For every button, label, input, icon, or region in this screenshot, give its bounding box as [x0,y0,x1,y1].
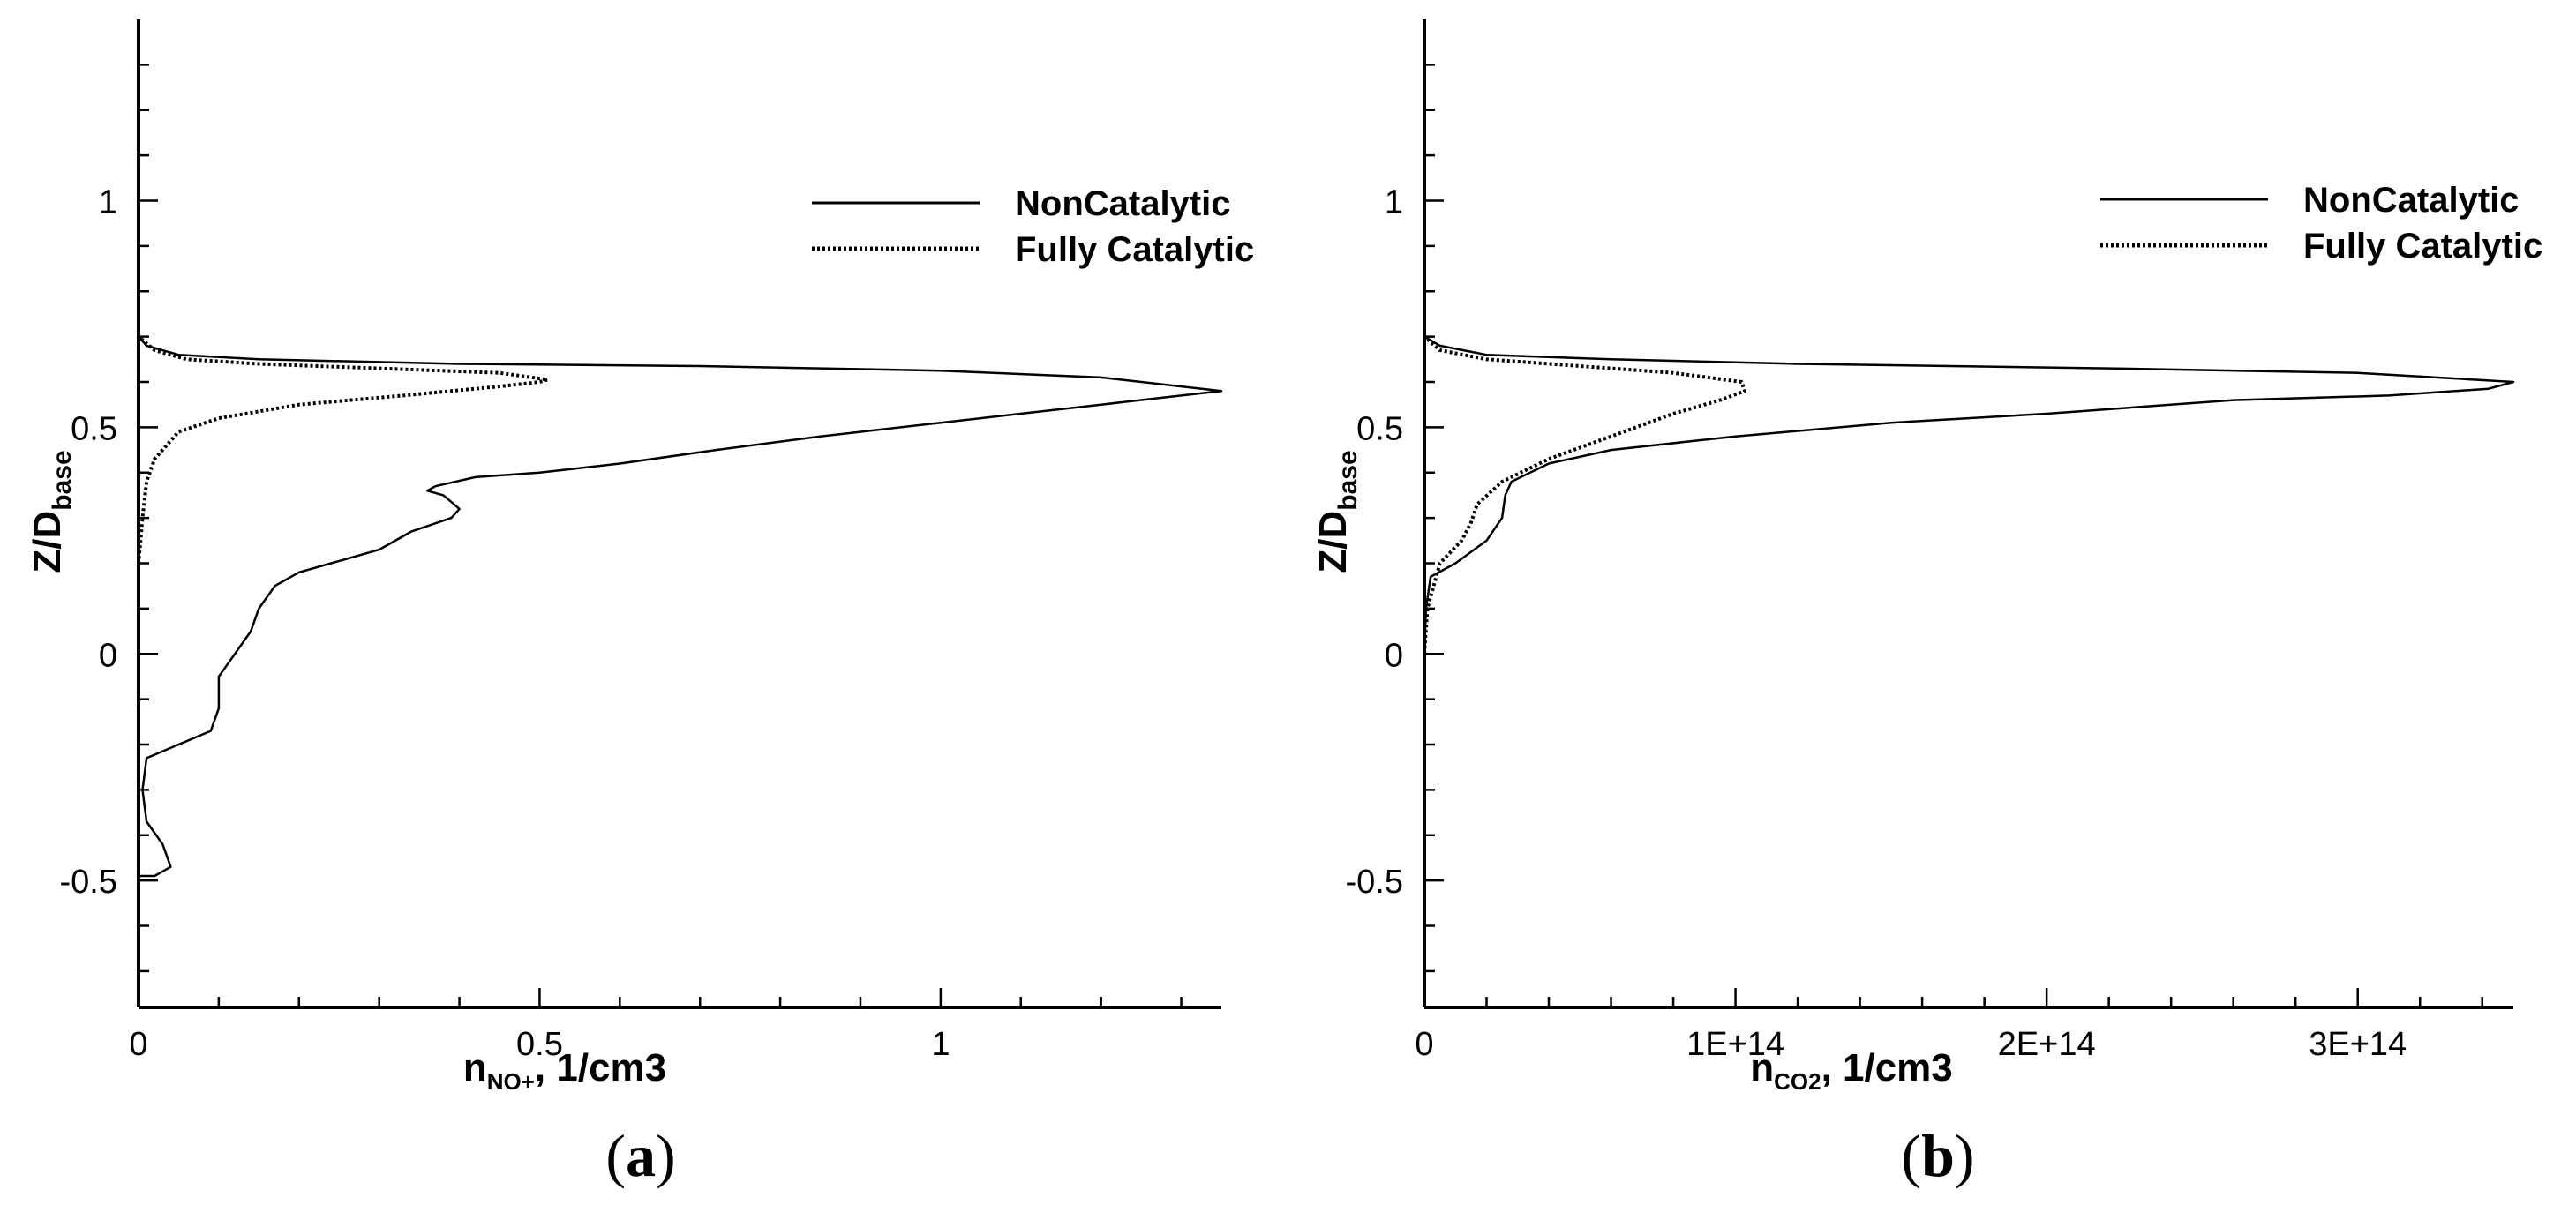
x-tick-label: 0 [1415,1026,1433,1063]
series-line-noncatalytic [138,335,1223,878]
y-tick-label: 0 [1385,637,1403,674]
x-axis-title-main: n [463,1046,487,1089]
panel-label: (a) [605,1122,675,1189]
x-tick-label: 0 [129,1026,147,1063]
x-tick-label: 1E+14 [1686,1026,1784,1063]
legend-label: Fully Catalytic [2303,227,2542,266]
y-axis-title: Z/Dbase [26,450,77,573]
y-axis-title-main: Z/D [26,511,69,573]
series-line-fully-catalytic [1423,335,1747,876]
legend-label: NonCatalytic [2303,181,2520,220]
panel-label-letter: b [1921,1122,1955,1189]
series-line-noncatalytic [1423,335,2515,876]
y-tick-label: -0.5 [60,864,117,901]
y-tick-label: 1 [1385,184,1403,221]
legend-label: NonCatalytic [1015,184,1231,223]
x-axis-title: nCO2, 1/cm3 [1750,1046,1953,1095]
x-axis-title-rest: , 1/cm3 [535,1046,666,1089]
chart-panel-b: -0.5 0 0.5 1 0 1E+14 2E+14 3E+14 NonCatalytic Ful… [1311,19,2542,1189]
x-axis-title-rest: , 1/cm3 [1821,1046,1953,1089]
x-axis-title: nNO+, 1/cm3 [463,1046,666,1095]
x-tick-label: 3E+14 [2309,1026,2407,1063]
panel-label-open: ( [1901,1122,1921,1189]
x-tick-label: 2E+14 [1998,1026,2096,1063]
legend-label: Fully Catalytic [1015,230,1254,269]
y-axis-title-main: Z/D [1311,511,1355,573]
y-axis-title-sub: base [48,450,77,510]
y-tick-label: 0 [99,637,117,674]
y-tick-label: -0.5 [1346,864,1403,901]
x-axis-title-sub: NO+ [487,1068,535,1095]
chart-panel-a: -0.5 0 0.5 1 0 0.5 1 NonCatalytic Fully Catalyti… [26,19,1254,1189]
x-axis-title-main: n [1750,1046,1774,1089]
x-axis-title-sub: CO2 [1774,1068,1821,1095]
panel-label-open: ( [605,1122,626,1189]
x-tick-label: 1 [931,1026,950,1063]
panel-label: (b) [1901,1122,1974,1189]
y-axis-title: Z/Dbase [1311,450,1363,573]
panel-label-close: ) [1955,1122,1975,1189]
x-tick-label: 0.5 [516,1026,563,1063]
y-tick-label: 0.5 [71,410,117,447]
y-tick-label: 1 [99,184,117,221]
panel-label-letter: a [626,1122,656,1189]
y-tick-label: 0.5 [1356,410,1403,447]
y-axis-title-sub: base [1333,450,1363,510]
panel-label-close: ) [656,1122,676,1189]
series-line-fully-catalytic [137,335,550,876]
